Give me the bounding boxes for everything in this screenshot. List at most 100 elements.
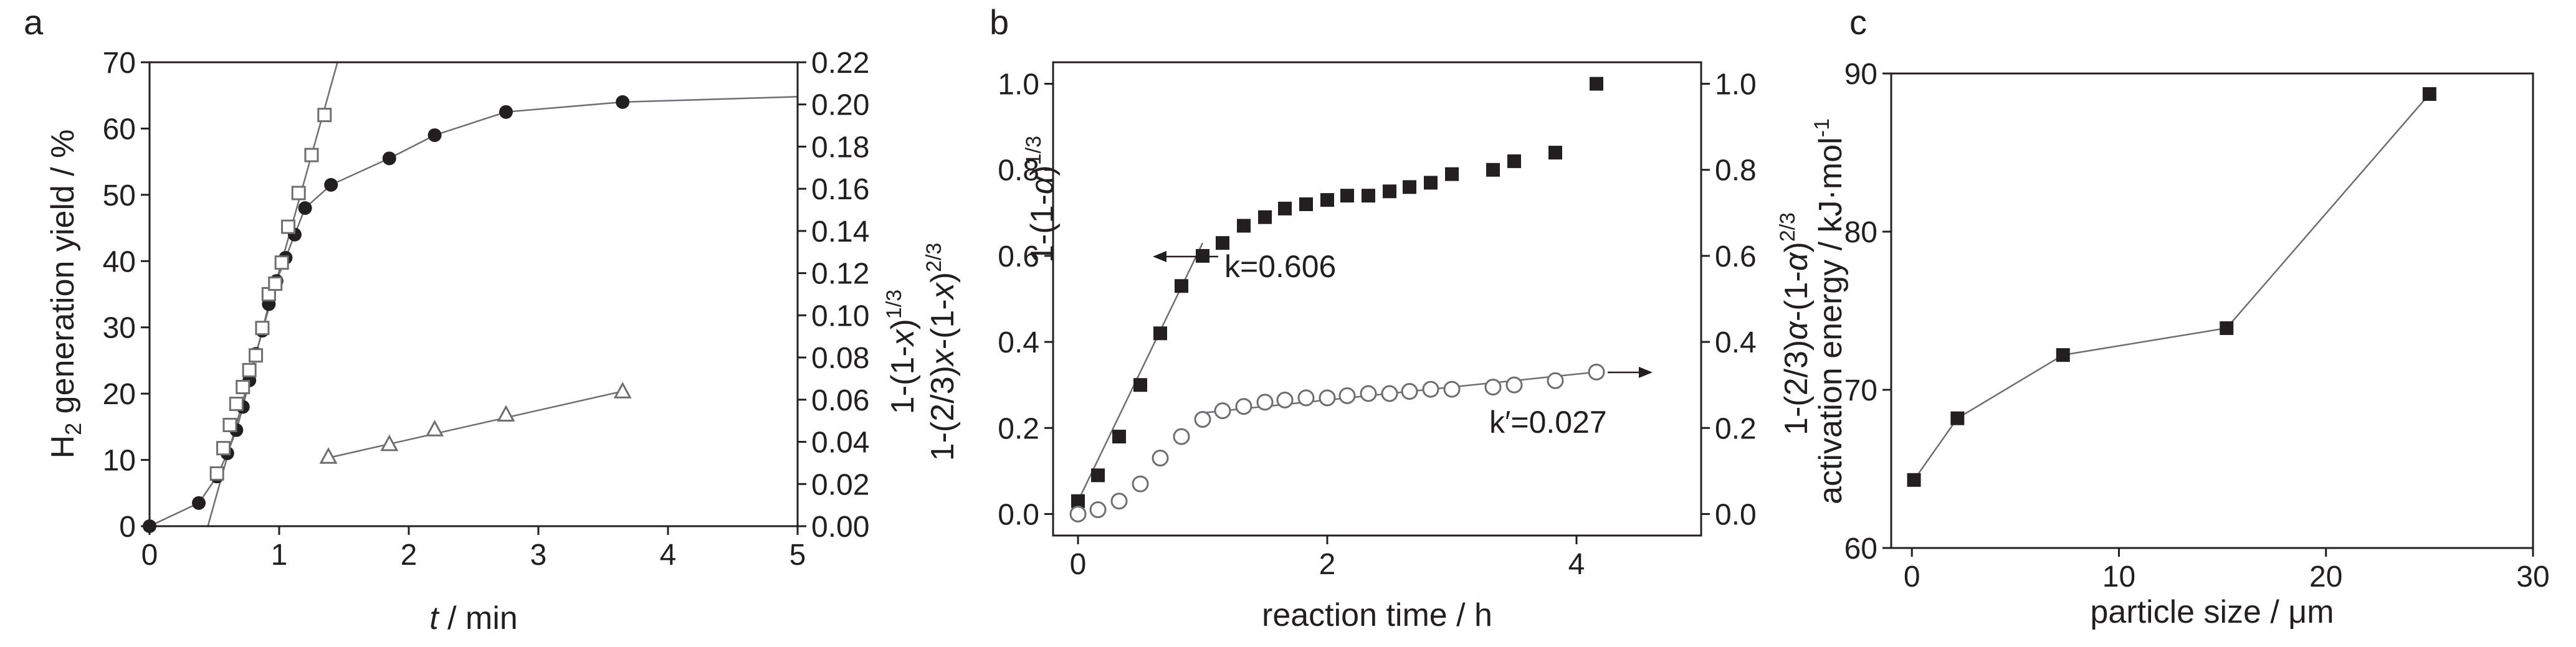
panel-c-point-4 <box>2422 87 2436 102</box>
panel-a-letter: a <box>24 2 44 42</box>
panel-a-series-1-point-5 <box>242 362 257 377</box>
panel-a-y2label-1: 1-(1-x)1/3 <box>882 290 921 414</box>
panel-b-y2tick-0.4-label: 0.4 <box>1715 326 1757 359</box>
panel-a-series-1-point-13 <box>304 148 319 163</box>
panel-a-xtick-1-label: 1 <box>271 539 288 572</box>
panel-b-series-0-point-8 <box>1237 219 1251 233</box>
panel-a-ytick-20-label: 20 <box>103 378 136 411</box>
panel-a-y2tick-0.12-label: 0.12 <box>811 258 869 291</box>
panel-b-ytick-0.6-label: 0.6 <box>998 240 1039 273</box>
panel-a-ytick-70-label: 70 <box>103 47 136 80</box>
panel-a-y2tick-0.16-label: 0.16 <box>811 173 869 206</box>
panel-a-ylabel: H2 generation yield / % <box>45 130 86 459</box>
panel-b-series-0-point-9 <box>1258 210 1272 224</box>
panel-a-series-0-point-14 <box>324 177 338 192</box>
panel-a-plot <box>143 62 798 533</box>
panel-b-series-1-point-21 <box>1547 372 1564 389</box>
panel-b-series-1-point-3 <box>1132 475 1149 493</box>
panel-b-series-0-point-13 <box>1340 189 1354 203</box>
panel-a-series-1-point-14 <box>317 108 332 123</box>
panel-c-xtick-20-label: 20 <box>2309 560 2342 593</box>
panel-b-ytick-0.2-label: 0.2 <box>998 412 1039 445</box>
panel-a-xtick-3-label: 3 <box>530 539 547 572</box>
panel-b-series-0-point-5 <box>1175 279 1188 293</box>
panel-a-xlabel: t / min <box>429 600 518 636</box>
panel-a-y2tick-0.20-label: 0.20 <box>811 89 869 122</box>
panel-a-series-2-point-1 <box>380 434 399 451</box>
panel-b-series-1-point-15 <box>1381 385 1398 402</box>
panel-a-xtick-5-label: 5 <box>789 539 806 572</box>
panel-b-ticks: 0 2 4 0.0 0.2 0.4 0.6 0.8 1.0 0.0 0.2 0.4 0.6 0.8 1.0 <box>998 68 1756 581</box>
panel-b-xtick-0-label: 0 <box>1070 548 1087 581</box>
panel-a-xtick-0-label: 0 <box>141 539 158 572</box>
panel-b-ytick-1.0-label: 1.0 <box>998 68 1039 102</box>
panel-b-series-0-point-19 <box>1486 163 1500 177</box>
panel-a-series-0-point-18 <box>616 95 630 109</box>
panel-b-y2tick-0.8-label: 0.8 <box>1715 154 1757 187</box>
panel-a-series-1-point-4 <box>236 380 250 394</box>
panel-b-ytick-0.8-label: 0.8 <box>998 154 1039 187</box>
panel-b-plot <box>1069 77 1653 522</box>
panel-b-series-0-point-7 <box>1216 236 1229 250</box>
panel-b-series-1-point-5 <box>1173 428 1190 445</box>
panel-a-frame <box>148 61 799 527</box>
panel-a-series-1-point-12 <box>291 186 306 201</box>
panel-c-ytick-90-label: 90 <box>1844 58 1877 91</box>
panel-b-arrow-left-head <box>1153 251 1166 262</box>
panel-b-y2label: 1-(2/3)α-(1-α)2/3 <box>1776 212 1815 435</box>
panel-a-trend-line <box>150 96 798 526</box>
panel-b-series-0-point-0 <box>1071 494 1085 508</box>
panel-c-letter: c <box>1849 2 1867 42</box>
panel-c-ylabel: activation energy / kJ·mol-1 <box>1810 118 1849 504</box>
panel-a-xtick-2-label: 2 <box>401 539 417 572</box>
panel-b-series-1-point-1 <box>1089 501 1107 519</box>
panel-a-y2tick-0.22-label: 0.22 <box>811 47 869 80</box>
panel-a-series-1-point-10 <box>274 255 289 270</box>
panel-b-series-1-point-12 <box>1319 389 1336 407</box>
panel-a-y2tick-0.10-label: 0.10 <box>811 300 869 333</box>
panel-a-series-1-point-2 <box>222 417 237 432</box>
panel-a-fit-line-1 <box>324 390 623 460</box>
panel-c-series-line <box>1913 93 2430 481</box>
panel-a-series-1-point-7 <box>255 321 270 336</box>
panel-a-ytick-50-label: 50 <box>103 179 136 212</box>
panel-a-ytick-0-label: 0 <box>119 511 136 544</box>
panel-b-y2tick-0.2-label: 0.2 <box>1715 412 1757 445</box>
panel-a-series-0-point-15 <box>382 151 396 166</box>
panel-a-ytick-60-label: 60 <box>103 113 136 146</box>
panel-c-xtick-10-label: 10 <box>2102 560 2135 593</box>
panel-b-series-1-point-9 <box>1256 394 1274 411</box>
panel-b-series-0-point-18 <box>1445 167 1459 181</box>
panel-b: b 0 2 4 0.0 0.2 0.4 0.6 0.8 1.0 0.0 0.2 0.4 0.6 0.8 1.… <box>990 2 1815 633</box>
panel-c-ticks: 0 10 20 30 60 70 80 90 <box>1844 58 2550 593</box>
panel-b-series-0-point-20 <box>1507 154 1521 168</box>
panel-a-y2label-2: 1-(2/3)x-(1-x)2/3 <box>922 243 961 461</box>
panel-b-series-0-point-16 <box>1403 180 1416 194</box>
panel-c-ytick-80-label: 80 <box>1844 216 1877 249</box>
panel-c-point-2 <box>2056 348 2070 362</box>
panel-a-series-1-point-9 <box>268 276 283 291</box>
panel-b-series-0-point-2 <box>1112 430 1126 444</box>
panel-a-ytick-30-label: 30 <box>103 312 136 345</box>
panel-a-y2tick-0.02-label: 0.02 <box>811 468 869 501</box>
panel-a-y2tick-0.04-label: 0.04 <box>811 427 869 460</box>
panel-b-series-0-point-15 <box>1383 184 1396 199</box>
panel-b-series-0-point-12 <box>1320 193 1334 207</box>
panel-b-series-0-point-10 <box>1278 201 1292 215</box>
panel-c-ytick-60-label: 60 <box>1844 532 1877 565</box>
panel-a-y2tick-0.14-label: 0.14 <box>811 215 869 248</box>
panel-a-xtick-4-label: 4 <box>660 539 677 572</box>
panel-b-ylabel: 1-(1-α)1/3 <box>1022 136 1061 263</box>
panel-b-y2tick-0.6-label: 0.6 <box>1715 240 1757 273</box>
panel-b-series-0-point-11 <box>1299 197 1313 211</box>
panel-a-series-0-point-13 <box>298 201 312 215</box>
panel-b-y2tick-0.0-label: 0.0 <box>1715 498 1757 531</box>
panel-a-series-2-point-3 <box>497 405 515 422</box>
panel-c-xtick-30-label: 30 <box>2516 560 2549 593</box>
panel-b-series-1-point-13 <box>1338 387 1356 404</box>
panel-b-series-1-point-2 <box>1110 493 1128 510</box>
panel-b-series-0-point-22 <box>1590 77 1603 91</box>
panel-b-series-1-point-10 <box>1276 391 1294 409</box>
annotation-k: k=0.606 <box>1224 249 1336 284</box>
panel-b-frame <box>1052 61 1702 537</box>
